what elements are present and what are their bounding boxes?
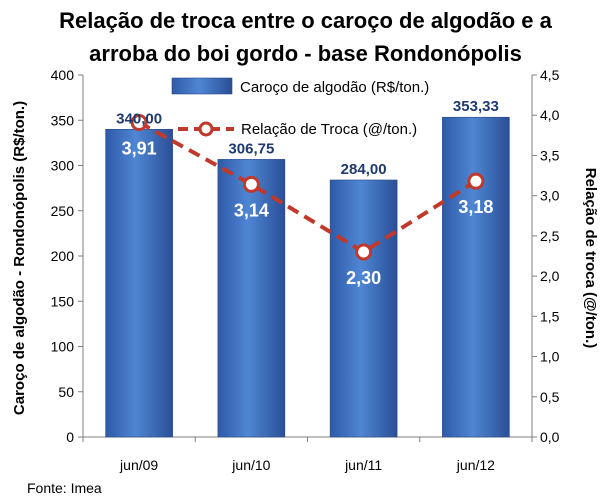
right-tick-label: 1,5 [540, 308, 560, 324]
bar [442, 116, 510, 438]
left-tick-label: 350 [51, 112, 75, 128]
ratio-point [467, 172, 485, 190]
right-tick-label: 4,5 [540, 67, 560, 83]
ratio-line [138, 120, 477, 255]
chart-title: Relação de troca entre o caroço de algod… [0, 4, 611, 70]
right-tick-label: 1,0 [540, 349, 560, 365]
x-tick-label: jun/10 [231, 457, 270, 473]
ratio-point [130, 113, 148, 131]
bar [329, 179, 398, 438]
legend-bar-label: Caroço de algodão (R$/ton.) [240, 79, 429, 96]
right-tick-label: 4,0 [540, 107, 560, 123]
left-axis-title: Caroço de algodão - Rondonópolis (R$/ton… [11, 101, 28, 415]
x-tick-label: jun/11 [344, 457, 382, 473]
left-tick-label: 200 [51, 248, 75, 264]
right-tick-label: 0,5 [540, 389, 560, 405]
ratio-value-label: 3,18 [458, 197, 493, 217]
ratio-point [355, 243, 373, 261]
bar [217, 159, 286, 438]
left-tick-label: 400 [51, 67, 75, 83]
legend-bar-swatch [171, 77, 233, 95]
title-line-2: arroba do boi gordo - base Rondonópolis [89, 41, 522, 66]
right-tick-label: 2,5 [540, 228, 560, 244]
left-tick-label: 300 [51, 158, 75, 174]
legend-line-marker [198, 121, 214, 137]
bar-value-label: 340,00 [116, 110, 162, 127]
right-tick-label: 3,0 [540, 188, 560, 204]
bar [105, 129, 173, 438]
bar-value-label: 306,75 [228, 140, 274, 157]
legend-line-label: Relação de Troca (@/ton.) [241, 121, 417, 138]
ratio-point [242, 175, 260, 193]
left-tick-label: 50 [58, 384, 74, 400]
right-tick-label: 0,0 [540, 429, 560, 445]
ratio-value-label: 3,14 [234, 200, 269, 220]
left-tick-label: 250 [51, 203, 75, 219]
left-tick-label: 0 [66, 429, 74, 445]
left-tick-label: 100 [51, 339, 75, 355]
right-axis-title: Relação de troca (@/ton.) [582, 168, 599, 349]
left-tick-label: 150 [51, 293, 75, 309]
ratio-value-label: 2,30 [346, 268, 381, 288]
bar-value-label: 284,00 [341, 161, 387, 178]
source-note: Fonte: Imea [27, 480, 102, 496]
ratio-value-label: 3,91 [122, 138, 157, 158]
title-line-1: Relação de troca entre o caroço de algod… [59, 8, 552, 33]
right-tick-label: 2,0 [540, 268, 560, 284]
right-tick-label: 3,5 [540, 147, 560, 163]
x-tick-label: jun/09 [119, 457, 158, 473]
x-tick-label: jun/12 [456, 457, 495, 473]
bar-value-label: 353,33 [453, 98, 499, 115]
